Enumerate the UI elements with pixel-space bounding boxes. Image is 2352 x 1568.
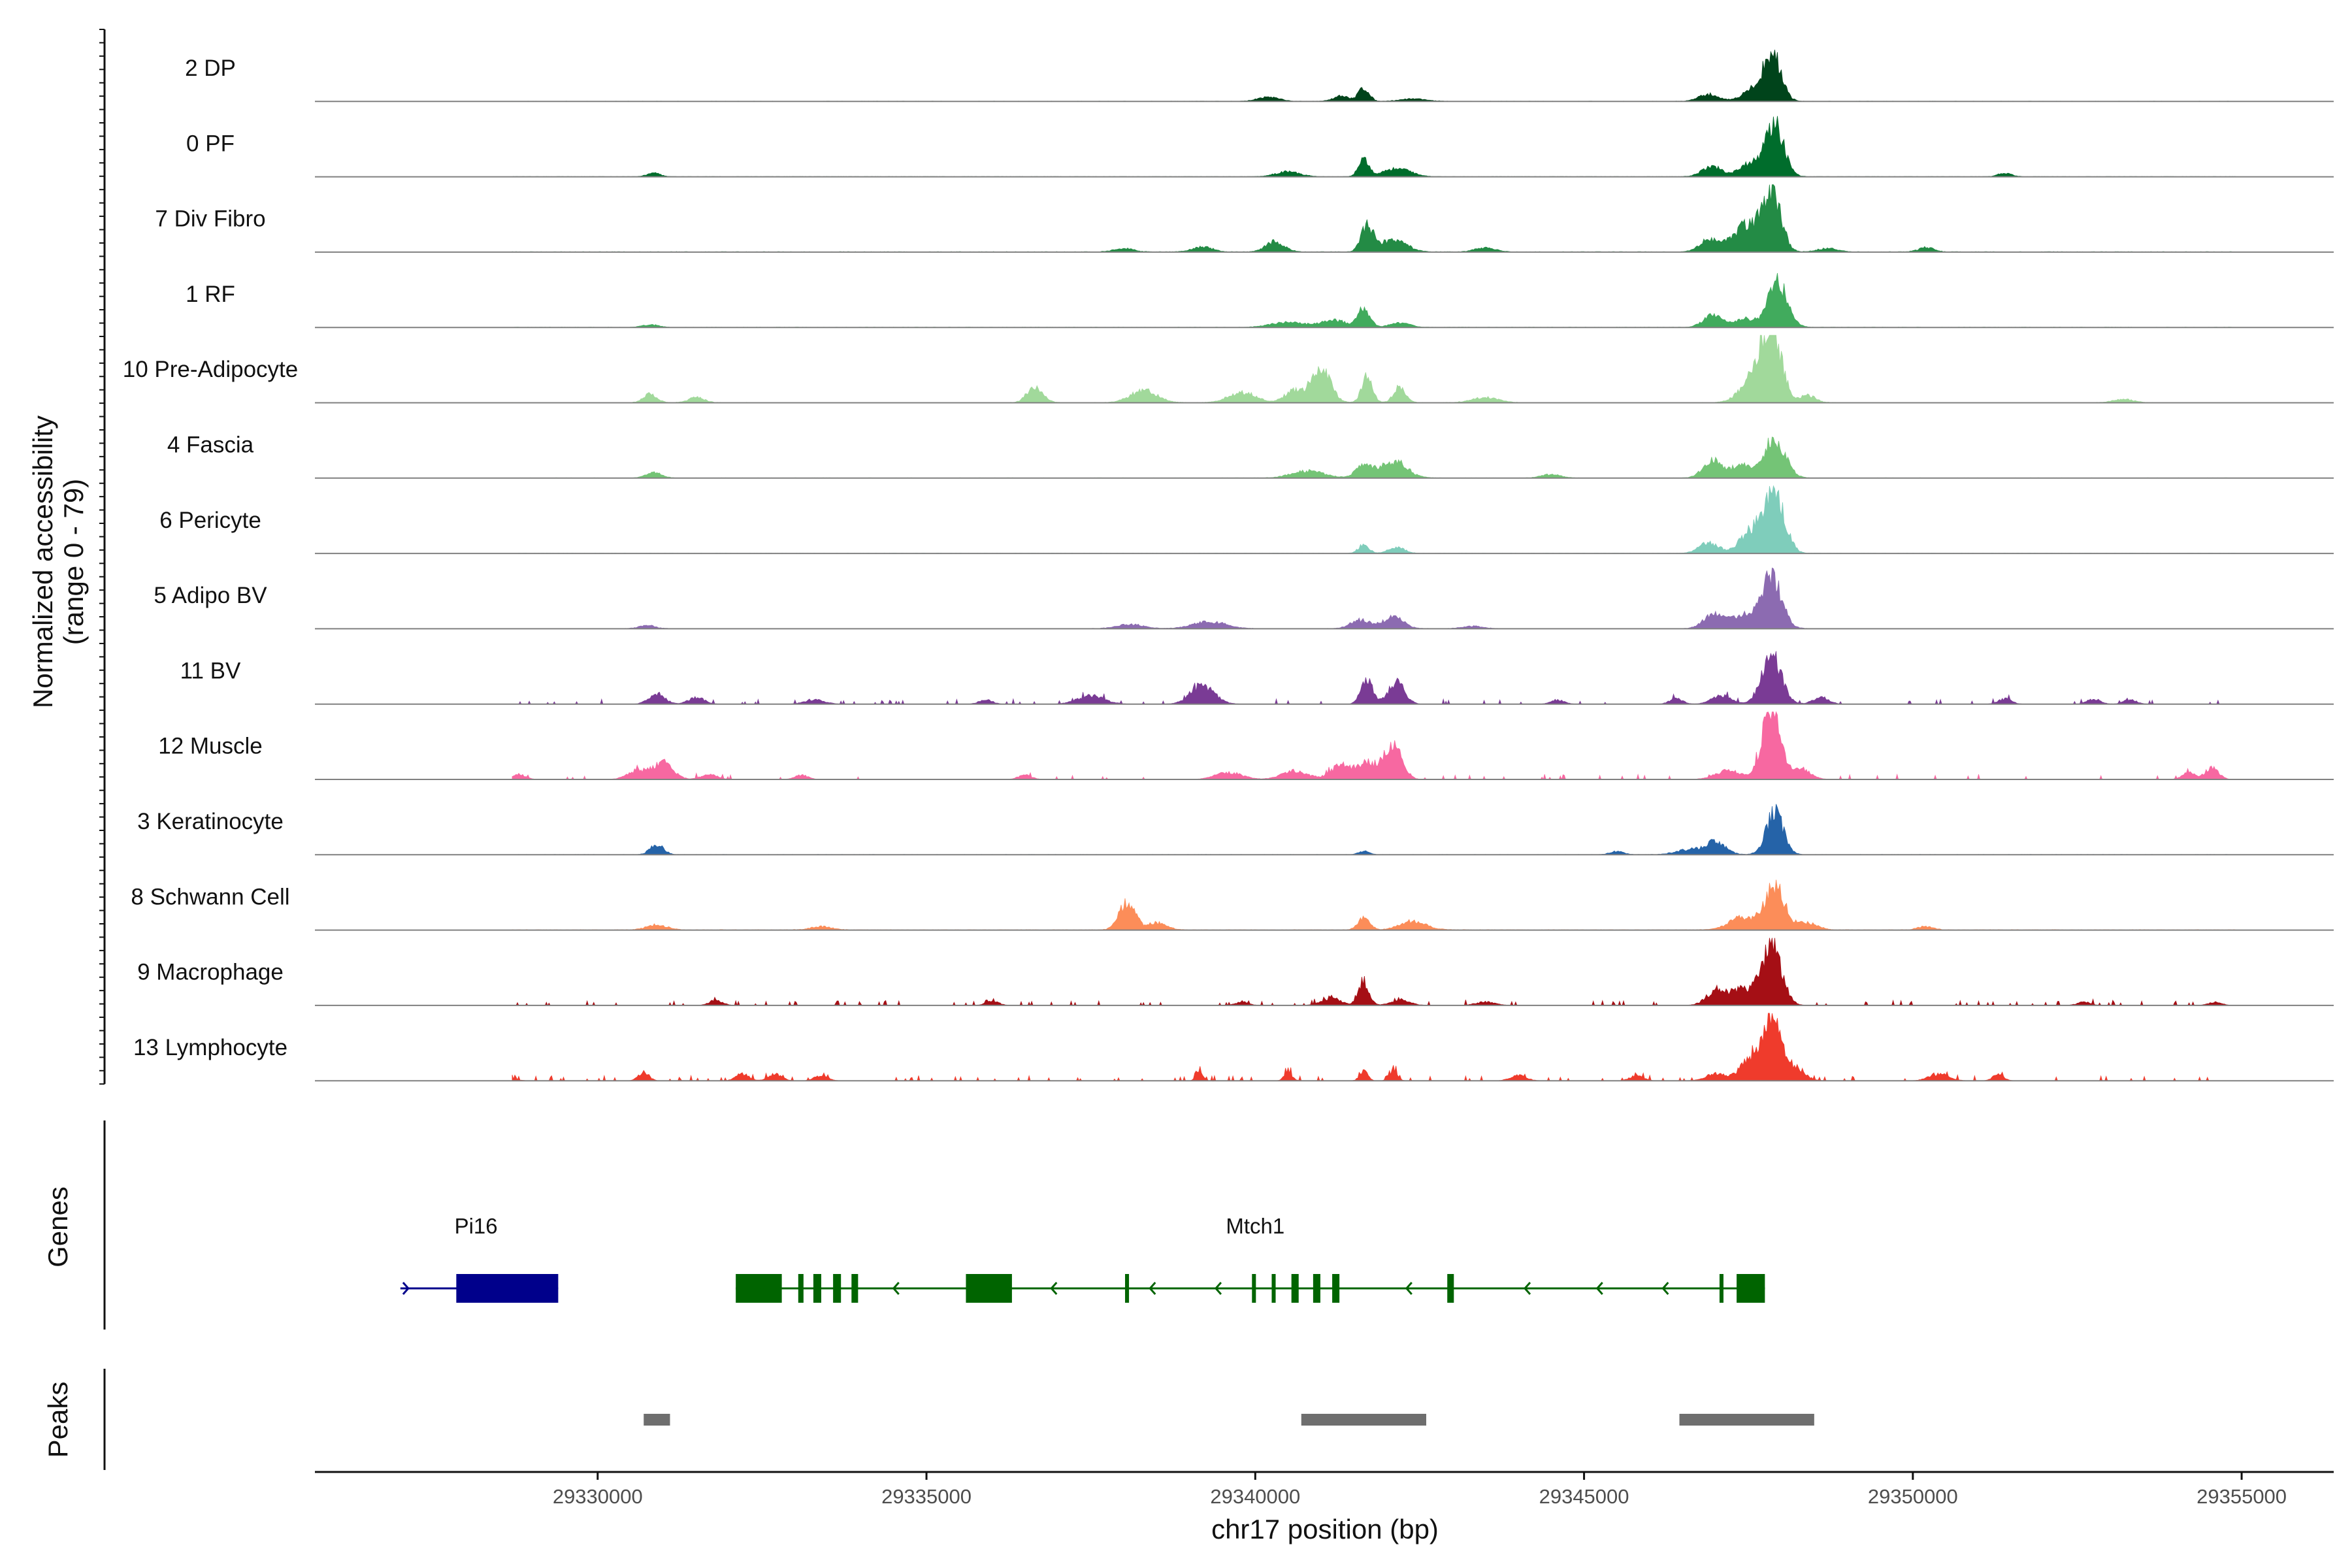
track-label: 1 RF (186, 282, 235, 307)
accessibility-tracks: 2 DP 0 PF 7 Div Fibro 1 RF 10 Pre-Adipocyte 4… (99, 29, 2334, 1085)
strand-arrow (1661, 1282, 1669, 1295)
coverage-area (512, 50, 2236, 102)
x-tick-label: 29355000 (2197, 1485, 2287, 1508)
gene-exon (813, 1274, 822, 1303)
track-label: 11 BV (180, 658, 241, 683)
peak-region (1301, 1414, 1427, 1426)
track-label: 13 Lymphocyte (133, 1035, 287, 1060)
track-label: 12 Muscle (158, 734, 263, 759)
track-label: 10 Pre-Adipocyte (123, 357, 298, 382)
strand-arrow (402, 1282, 410, 1295)
peak-region (644, 1414, 670, 1426)
track-4-fascia: 4 Fascia (167, 433, 2334, 479)
track-8-schwann-cell: 8 Schwann Cell (131, 879, 2334, 931)
track-label: 3 Keratinocyte (137, 809, 284, 834)
x-axis-label: chr17 position (bp) (1211, 1514, 1439, 1544)
track-11-bv: 11 BV (180, 651, 2334, 705)
x-tick-label: 29345000 (1539, 1485, 1629, 1508)
gene-exon (1447, 1274, 1454, 1303)
gene-exon (1313, 1274, 1320, 1303)
gene-exon (1737, 1274, 1765, 1303)
coverage-area (512, 567, 2236, 629)
gene-exon (1125, 1274, 1130, 1303)
coverage-area (512, 1013, 2235, 1082)
strand-arrow (1595, 1282, 1603, 1295)
track-12-muscle: 12 Muscle (158, 711, 2334, 781)
gene-exon (798, 1274, 804, 1303)
gene-exon (851, 1274, 858, 1303)
coverage-area (512, 116, 2236, 178)
strand-arrow (1050, 1282, 1058, 1295)
track-6-pericyte: 6 Pericyte (159, 485, 2334, 555)
coverage-area (512, 335, 2236, 403)
track-label: 2 DP (185, 56, 236, 81)
track-label: 9 Macrophage (137, 960, 284, 985)
gene-exon (456, 1274, 559, 1303)
gene-label: Pi16 (455, 1214, 498, 1238)
track-9-macrophage: 9 Macrophage (137, 938, 2334, 1007)
gene-exon (1252, 1274, 1256, 1303)
gene-exon (1719, 1274, 1723, 1303)
track-7-div-fibro: 7 Div Fibro (155, 184, 2334, 253)
peaks-panel (103, 1369, 1814, 1470)
gene-exon (1271, 1274, 1276, 1303)
strand-arrow (1405, 1282, 1413, 1295)
genes-panel-label: Genes (42, 1186, 73, 1267)
coverage-area (512, 804, 2236, 855)
coverage-area (512, 272, 2236, 328)
track-10-pre-adipocyte: 10 Pre-Adipocyte (123, 335, 2334, 404)
coverage-area (512, 651, 2235, 705)
coverage-area (512, 879, 2236, 931)
peaks-panel-label: Peaks (42, 1382, 73, 1458)
gene-mtch1: Mtch1 (736, 1214, 1765, 1303)
x-tick-label: 29340000 (1210, 1485, 1300, 1508)
gene-pi16: Pi16 (400, 1214, 559, 1303)
track-2-dp: 2 DP (185, 50, 2334, 103)
track-0-pf: 0 PF (186, 116, 2334, 178)
gene-exon (1332, 1274, 1340, 1303)
strand-arrow (1149, 1282, 1156, 1295)
track-5-adipo-bv: 5 Adipo BV (154, 567, 2334, 630)
peak-region (1679, 1414, 1814, 1426)
coverage-area (512, 184, 2236, 253)
y-axis-label: Normalized accessibility (27, 416, 58, 708)
y-axis-range-label: (range 0 - 79) (58, 479, 89, 645)
track-label: 8 Schwann Cell (131, 884, 289, 909)
track-label: 0 PF (186, 131, 235, 156)
track-label: 5 Adipo BV (154, 583, 267, 608)
genes-panel: Pi16 Mtch1 (103, 1120, 1765, 1330)
x-tick-label: 29350000 (1868, 1485, 1958, 1508)
coverage-area (512, 711, 2236, 781)
gene-exon (966, 1274, 1012, 1303)
x-tick-label: 29330000 (553, 1485, 643, 1508)
x-tick-label: 29335000 (881, 1485, 972, 1508)
track-3-keratinocyte: 3 Keratinocyte (137, 804, 2334, 856)
coverage-area (512, 485, 2236, 554)
track-label: 6 Pericyte (159, 508, 261, 533)
coverage-area (512, 938, 2236, 1007)
strand-arrow (760, 1282, 768, 1295)
coverage-area (512, 436, 2236, 479)
track-13-lymphocyte: 13 Lymphocyte (133, 1013, 2334, 1082)
track-label: 7 Div Fibro (155, 206, 265, 232)
gene-exon (736, 1274, 782, 1303)
strand-arrow (1523, 1282, 1531, 1295)
gene-exon (1291, 1274, 1299, 1303)
track-1-rf: 1 RF (186, 272, 2334, 329)
track-label: 4 Fascia (167, 433, 254, 458)
gene-exon (833, 1274, 841, 1303)
strand-arrow (892, 1282, 900, 1295)
gene-label: Mtch1 (1226, 1214, 1284, 1238)
x-axis: 29330000 29335000 29340000 29345000 29350000… (315, 1471, 2334, 1508)
strand-arrow (1214, 1282, 1222, 1295)
